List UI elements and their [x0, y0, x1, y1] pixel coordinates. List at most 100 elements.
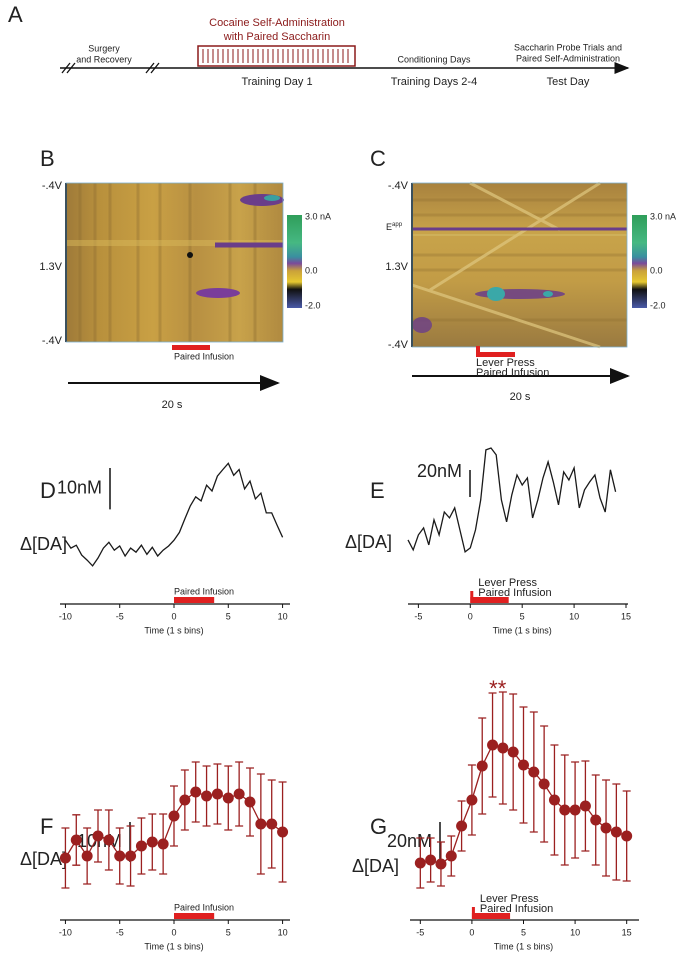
mean-point — [190, 786, 202, 798]
x-axis-label: Time (1 s bins) — [144, 941, 203, 951]
event-label: Lever Press — [480, 893, 539, 905]
mean-point — [435, 858, 447, 870]
y-tick-label: -.4V — [42, 335, 63, 347]
mean-point — [445, 850, 457, 862]
mean-point — [466, 794, 478, 806]
panel-label: E — [370, 478, 385, 503]
mean-point — [179, 794, 191, 806]
y-axis-label: Δ[DA] — [345, 532, 392, 552]
time-label: 20 s — [510, 391, 531, 403]
x-tick-label: -5 — [416, 927, 424, 937]
y-tick-label: -.4V — [388, 180, 409, 192]
mean-point — [222, 792, 234, 804]
event-label: Paired Infusion — [478, 587, 551, 599]
mean-point — [528, 766, 540, 778]
e-app-label: Eapp — [386, 222, 403, 233]
y-tick-label: 1.3V — [385, 261, 408, 273]
timeline-label: with Paired Saccharin — [223, 31, 330, 43]
mean-point — [211, 788, 223, 800]
mean-point — [59, 852, 71, 864]
timeline-label: and Recovery — [76, 54, 132, 64]
trace — [64, 462, 284, 567]
event-bar — [470, 597, 509, 603]
event-bar — [471, 913, 511, 919]
x-axis-label: Time (1 s bins) — [144, 625, 203, 635]
x-tick-label: -5 — [116, 611, 124, 621]
x-tick-label: -5 — [414, 611, 422, 621]
x-tick-label: 0 — [468, 611, 473, 621]
y-axis-label: Δ[DA] — [20, 849, 67, 869]
colorbar-label: 0.0 — [650, 265, 663, 275]
timeline — [60, 45, 630, 74]
mean-point — [414, 857, 426, 869]
x-tick-label: 10 — [570, 927, 580, 937]
mean-point — [146, 836, 158, 848]
mean-point — [497, 742, 509, 754]
timeline-label: Training Day 1 — [241, 76, 312, 88]
x-tick-label: 5 — [226, 611, 231, 621]
timeline-label: Training Days 2-4 — [391, 76, 477, 88]
x-tick-label: 15 — [621, 611, 631, 621]
mean-point — [201, 790, 213, 802]
mean-point — [600, 822, 612, 834]
x-tick-label: 10 — [278, 927, 288, 937]
mean-point — [255, 818, 267, 830]
mean-point — [507, 746, 519, 758]
event-label: Paired Infusion — [174, 586, 234, 596]
panel-label: A — [8, 2, 23, 27]
x-axis-label: Time (1 s bins) — [493, 625, 552, 635]
scale-bar-label: 20nM — [387, 831, 432, 851]
mean-point — [277, 826, 289, 838]
mean-point — [610, 826, 622, 838]
mean-point — [476, 760, 488, 772]
x-tick-label: 5 — [520, 611, 525, 621]
mean-point — [103, 834, 115, 846]
event-notch — [471, 907, 475, 919]
timeline-label: Cocaine Self-Administration — [209, 17, 345, 29]
x-tick-label: 10 — [278, 611, 288, 621]
event-label: Paired Infusion — [480, 903, 553, 915]
y-tick-label: 1.3V — [39, 261, 62, 273]
event-bar — [174, 913, 215, 919]
x-tick-label: 10 — [569, 611, 579, 621]
mean-point — [244, 796, 256, 808]
panel-label: B — [40, 146, 55, 171]
y-axis-label: Δ[DA] — [352, 856, 399, 876]
scale-bar-label: 10nM — [57, 477, 102, 497]
timeline-label: Test Day — [547, 76, 590, 88]
scale-bar-label: 20nM — [417, 461, 462, 481]
mean-point — [579, 800, 591, 812]
significance: ** — [489, 676, 507, 701]
panel-label: G — [370, 814, 387, 839]
y-tick-label: -.4V — [388, 339, 409, 351]
mean-point — [233, 788, 245, 800]
timeline-label: Conditioning Days — [397, 54, 471, 64]
y-axis-label: Δ[DA] — [20, 534, 67, 554]
timeline-label: Paired Self-Administration — [516, 53, 620, 63]
x-tick-label: 0 — [171, 611, 176, 621]
mean-point — [125, 850, 137, 862]
x-tick-label: -10 — [59, 927, 72, 937]
event-bar — [174, 597, 215, 603]
mean-point — [114, 850, 126, 862]
colorbar-label: -2.0 — [305, 300, 321, 310]
colorbar-label: 0.0 — [305, 265, 318, 275]
colorbar-label: 3.0 nA — [305, 211, 331, 221]
mean-point — [135, 840, 147, 852]
mean-point — [157, 838, 169, 850]
x-tick-label: 15 — [622, 927, 632, 937]
mean-point — [487, 739, 499, 751]
mean-point — [548, 794, 560, 806]
mean-point — [518, 759, 529, 771]
trace — [407, 447, 617, 554]
event-label: Lever Press — [478, 577, 537, 589]
x-tick-label: -5 — [116, 927, 124, 937]
mean-point — [425, 854, 437, 866]
x-axis-label: Time (1 s bins) — [494, 941, 553, 951]
mean-point — [538, 778, 550, 790]
mean-point — [590, 814, 602, 826]
heatmap — [65, 182, 302, 391]
event-label: Paired Infusion — [476, 367, 549, 379]
mean-point — [456, 820, 468, 832]
